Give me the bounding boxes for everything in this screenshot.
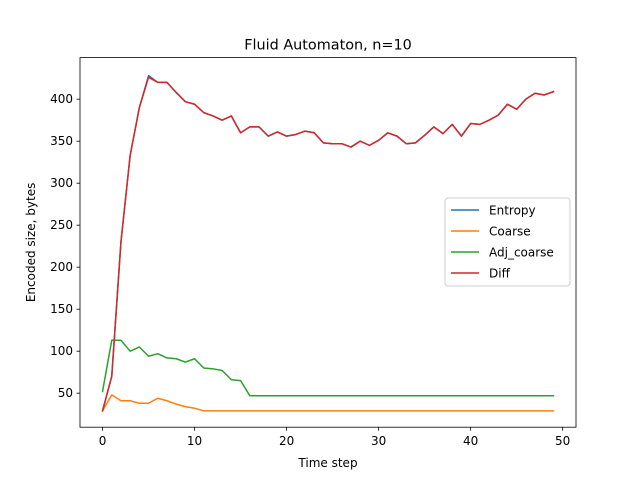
y-axis-ticks: 50 100 150 200 250 300 350 400: [50, 92, 80, 400]
series-lines: [101, 74, 555, 412]
series-line-adj-coarse: [101, 339, 555, 397]
y-tick-label: 250: [50, 218, 73, 232]
x-tick-label: 50: [555, 434, 570, 448]
x-tick-label: 30: [371, 434, 386, 448]
legend: Entropy Coarse Adj_coarse Diff: [444, 197, 571, 287]
x-tick-label: 10: [187, 434, 202, 448]
legend-label-diff: Diff: [489, 267, 511, 281]
legend-label-coarse: Coarse: [489, 225, 531, 239]
y-tick-label: 400: [50, 92, 73, 106]
legend-label-adj-coarse: Adj_coarse: [489, 246, 554, 260]
legend-frame: [444, 197, 571, 287]
x-axis-label: Time step: [297, 456, 357, 470]
y-axis-label: Encoded size, bytes: [24, 183, 38, 303]
x-tick-label: 40: [463, 434, 478, 448]
x-axis-ticks: 0 10 20 30 40 50: [99, 427, 570, 448]
chart-title: Fluid Automaton, n=10: [244, 38, 412, 54]
x-tick-label: 0: [99, 434, 107, 448]
y-tick-label: 100: [50, 344, 73, 358]
plot-area-frame: [79, 57, 577, 428]
y-tick-label: 350: [50, 134, 73, 148]
y-tick-label: 300: [50, 176, 73, 190]
y-tick-label: 200: [50, 260, 73, 274]
y-tick-label: 50: [58, 386, 73, 400]
y-tick-label: 150: [50, 302, 73, 316]
x-tick-label: 20: [279, 434, 294, 448]
legend-label-entropy: Entropy: [489, 204, 536, 218]
series-line-diff: [101, 76, 555, 412]
series-line-coarse: [101, 394, 555, 412]
